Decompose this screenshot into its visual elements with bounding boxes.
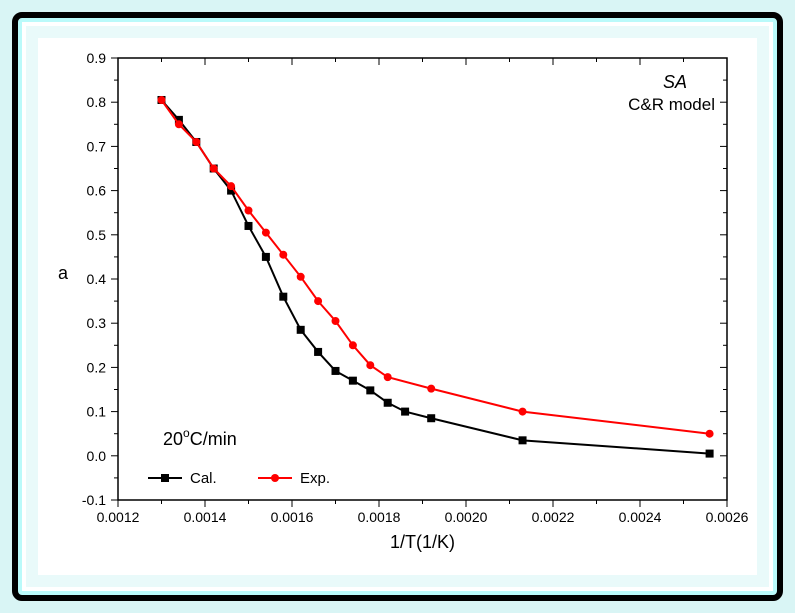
marker-circle [706,430,713,437]
marker-square [384,399,391,406]
marker-circle [158,96,165,103]
marker-circle [519,408,526,415]
marker-square [280,293,287,300]
y-tick-label: 0.2 [87,359,107,375]
y-tick-label: 0.4 [87,271,107,287]
legend-marker-cal [161,474,169,482]
y-tick-label: 0.5 [87,227,107,243]
chart-panel: 0.00120.00140.00160.00180.00200.00220.00… [38,38,757,575]
marker-square [297,326,304,333]
marker-square [367,387,374,394]
marker-circle [262,229,269,236]
annotation-model: C&R model [628,95,715,114]
marker-square [315,348,322,355]
legend-label-cal: Cal. [190,470,217,487]
marker-circle [210,165,217,172]
x-tick-label: 0.0026 [706,509,749,525]
marker-circle [175,121,182,128]
marker-square [245,222,252,229]
x-tick-label: 0.0014 [184,509,227,525]
annotation-rate: 20oC/min [163,426,237,449]
chart-svg: 0.00120.00140.00160.00180.00200.00220.00… [38,38,757,575]
x-axis-label: 1/T(1/K) [390,532,455,552]
marker-square [349,377,356,384]
series-line-exp [162,100,710,434]
marker-circle [228,183,235,190]
x-tick-label: 0.0024 [619,509,662,525]
annotation-sa: SA [663,72,687,92]
marker-square [428,415,435,422]
y-tick-label: 0.9 [87,50,107,66]
y-tick-label: 0.8 [87,94,107,110]
marker-square [402,408,409,415]
y-tick-label: 0.6 [87,183,107,199]
marker-circle [332,317,339,324]
marker-square [332,367,339,374]
marker-circle [245,207,252,214]
marker-circle [428,385,435,392]
y-tick-label: 0.7 [87,138,107,154]
x-tick-label: 0.0012 [97,509,140,525]
legend-label-exp: Exp. [300,470,330,487]
y-tick-label: -0.1 [82,492,106,508]
marker-circle [280,251,287,258]
y-tick-label: 0.3 [87,315,107,331]
outer-frame: 0.00120.00140.00160.00180.00200.00220.00… [12,12,783,601]
marker-circle [193,138,200,145]
y-axis-label: a [58,263,69,283]
marker-circle [315,298,322,305]
y-tick-label: 0.1 [87,404,107,420]
x-tick-label: 0.0020 [445,509,488,525]
marker-circle [367,362,374,369]
legend-marker-exp [271,474,279,482]
marker-square [706,450,713,457]
marker-circle [297,273,304,280]
marker-square [519,437,526,444]
marker-circle [384,374,391,381]
y-tick-label: 0.0 [87,448,107,464]
marker-circle [349,342,356,349]
marker-square [262,253,269,260]
series-line-cal [162,100,710,454]
x-tick-label: 0.0018 [358,509,401,525]
x-tick-label: 0.0022 [532,509,575,525]
x-tick-label: 0.0016 [271,509,314,525]
